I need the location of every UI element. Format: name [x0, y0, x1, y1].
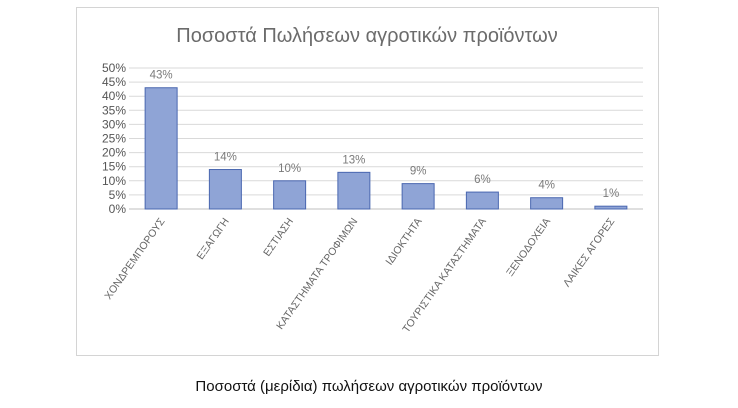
y-tick-label: 5% — [109, 188, 127, 202]
data-label: 13% — [342, 154, 365, 166]
bar — [530, 197, 564, 210]
bar-chart: Ποσοστά Πωλήσεων αγροτικών προϊόντων 0%5… — [102, 25, 643, 335]
data-label: 14% — [214, 152, 237, 164]
y-tick-label: 40% — [102, 89, 126, 103]
category-label: ΞΕΝΟΔΟΧΕΙΑ — [504, 216, 553, 279]
bar — [208, 169, 242, 210]
category-label: ΕΞΑΓΩΓΗ — [195, 216, 232, 262]
y-tick-label: 45% — [102, 75, 126, 89]
data-label: 6% — [474, 174, 491, 186]
category-label: ΙΔΙΟΚΤΗΤΑ — [383, 216, 424, 268]
chart-frame: Ποσοστά Πωλήσεων αγροτικών προϊόντων 0% 5… — [76, 7, 659, 356]
bars — [144, 87, 628, 210]
category-label: ΛΑΙΚΕΣ ΑΓΟΡΕΣ — [561, 215, 618, 289]
data-label: 9% — [410, 166, 427, 178]
bar — [594, 205, 628, 210]
category-label: ΕΣΤΙΑΣΗ — [261, 216, 296, 259]
y-tick-label: 25% — [102, 132, 126, 146]
y-tick-label: 35% — [102, 103, 126, 117]
bar — [337, 171, 371, 210]
bar — [465, 191, 499, 210]
y-tick-label: 50% — [102, 61, 126, 75]
data-label: 10% — [278, 163, 301, 175]
figure-caption: Ποσοστά (μερίδια) πωλήσεων αγροτικών προ… — [195, 378, 543, 395]
data-labels: 43% 14% 10% 13% 9% 6% 4% 1% — [150, 70, 620, 200]
bar — [273, 180, 307, 210]
y-tick-label: 20% — [102, 146, 126, 160]
data-label: 43% — [150, 70, 173, 82]
y-tick-label: 30% — [102, 117, 126, 131]
bar — [401, 183, 435, 210]
y-tick-label: 0% — [109, 202, 127, 216]
bar — [144, 87, 178, 210]
y-tick-label: 10% — [102, 174, 126, 188]
chart-title: Ποσοστά Πωλήσεων αγροτικών προϊόντων — [176, 25, 558, 47]
y-axis-ticks: 0%5%10%15%20%25%30%35%40%45%50% — [102, 61, 126, 216]
data-label: 1% — [603, 188, 620, 200]
category-label: ΧΟΝΔΡΕΜΠΟΡΟΥΣ — [102, 215, 168, 301]
y-tick-label: 15% — [102, 160, 126, 174]
gridlines — [129, 67, 643, 210]
data-label: 4% — [538, 180, 555, 192]
